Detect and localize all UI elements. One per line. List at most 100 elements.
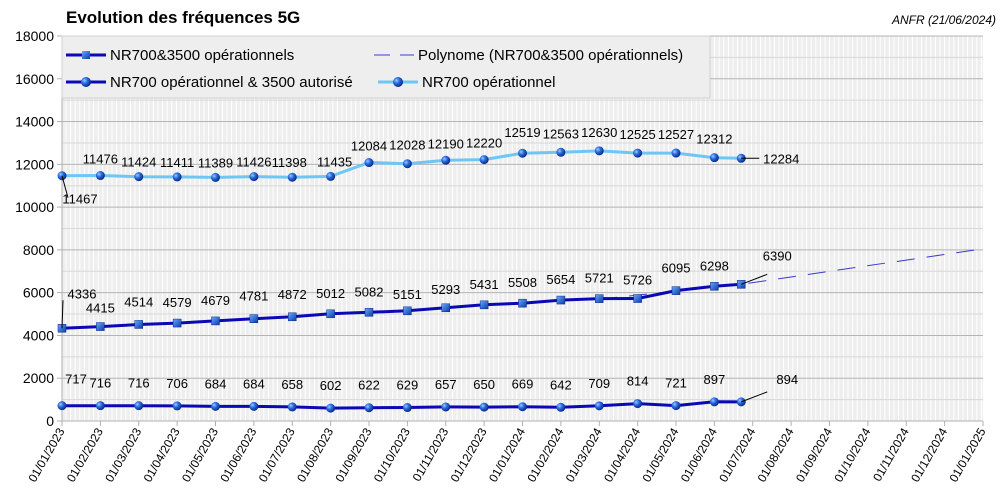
data-label: 5726 <box>623 273 652 288</box>
legend-item: NR700 opérationnel <box>378 74 555 91</box>
y-tick-label: 8000 <box>23 242 54 258</box>
data-point <box>479 402 489 412</box>
data-point <box>134 320 143 329</box>
data-point <box>211 316 220 326</box>
data-label: 716 <box>90 376 112 391</box>
data-point <box>518 148 527 158</box>
data-point <box>594 146 604 156</box>
data-label: 4336 <box>68 286 97 301</box>
legend-label: NR700&3500 opérationnels <box>110 47 294 64</box>
data-point <box>364 158 374 168</box>
data-label: 5293 <box>431 282 460 297</box>
data-label: 5654 <box>546 272 575 287</box>
data-label: 5082 <box>355 284 384 299</box>
data-label: 5721 <box>585 271 614 286</box>
data-point <box>287 172 297 182</box>
chart-title: Evolution des fréquences 5G <box>66 8 301 27</box>
x-tick-label: 01/07/2023 <box>256 425 298 484</box>
label-leader-line <box>61 175 69 198</box>
data-point <box>288 312 297 322</box>
x-tick-label: 01/12/2023 <box>448 425 490 484</box>
data-label: 709 <box>588 376 610 391</box>
label-leader-line <box>741 391 768 403</box>
data-point <box>633 148 643 158</box>
data-point <box>671 286 681 295</box>
y-tick-label: 6000 <box>23 285 54 301</box>
data-label: 11435 <box>317 154 352 169</box>
data-point <box>211 401 220 411</box>
data-point <box>249 172 259 182</box>
data-label: 4514 <box>124 294 153 309</box>
data-point <box>479 300 489 310</box>
y-tick-label: 0 <box>46 413 54 429</box>
x-tick-label: 01/02/2023 <box>64 425 106 484</box>
data-point <box>594 401 604 411</box>
data-label: 684 <box>243 376 265 391</box>
data-label: 11389 <box>198 155 233 170</box>
data-point <box>96 322 105 331</box>
data-label: 602 <box>320 378 342 393</box>
data-point <box>211 172 220 182</box>
data-label: 622 <box>358 378 380 393</box>
data-point <box>633 294 642 303</box>
data-label: 897 <box>704 372 726 387</box>
data-point <box>403 306 412 316</box>
legend-item: Polynome (NR700&3500 opérationnels) <box>374 47 683 64</box>
legend-marker-sphere-icon <box>393 77 403 87</box>
data-label: 658 <box>281 377 303 392</box>
data-label: 706 <box>166 376 188 391</box>
data-label: 5012 <box>316 286 345 301</box>
legend: NR700&3500 opérationnels Polynome (NR700&… <box>61 35 711 99</box>
data-label: 716 <box>128 376 150 391</box>
x-tick-label: 01/10/2024 <box>831 425 873 484</box>
y-tick-label: 4000 <box>23 327 54 343</box>
data-label: 11398 <box>272 155 307 170</box>
data-label: 650 <box>473 377 495 392</box>
x-tick-label: 01/06/2024 <box>678 425 720 484</box>
x-tick-label: 01/04/2023 <box>141 425 183 484</box>
data-point <box>95 401 105 411</box>
data-point <box>518 298 527 308</box>
data-point <box>402 159 412 169</box>
data-label: 4872 <box>278 287 307 302</box>
data-point <box>326 309 335 319</box>
data-point <box>172 172 182 182</box>
data-point <box>134 172 144 182</box>
data-label: 814 <box>627 374 649 389</box>
data-label: 6298 <box>700 258 729 273</box>
data-point <box>364 308 374 317</box>
data-label: 11476 <box>83 152 118 167</box>
data-label: 12525 <box>620 127 656 142</box>
data-label: 657 <box>435 377 457 392</box>
data-point <box>671 401 681 411</box>
legend-label: NR700 opérationnel <box>422 74 555 91</box>
y-tick-label: 14000 <box>15 114 54 130</box>
series-group: 11467 11476 11424 11411 11389 11426 11398 11435… <box>57 125 984 413</box>
x-tick-label: 01/05/2024 <box>639 425 681 484</box>
x-tick-label: 01/04/2024 <box>601 425 643 484</box>
data-point <box>364 403 374 413</box>
data-point <box>518 402 527 412</box>
data-label: 11426 <box>236 155 271 170</box>
y-tick-label: 2000 <box>23 370 54 386</box>
x-tick-label: 01/03/2024 <box>563 425 605 484</box>
data-label: 11424 <box>121 155 156 170</box>
x-tick-label: 01/01/2023 <box>25 425 67 484</box>
source-note: ANFR (21/06/2024) <box>891 13 996 27</box>
x-tick-label: 01/12/2024 <box>908 425 950 484</box>
x-tick-label: 01/03/2023 <box>102 425 144 484</box>
data-label: 12220 <box>466 136 502 151</box>
data-point <box>134 401 144 411</box>
data-point <box>441 303 450 313</box>
data-label: 4781 <box>239 289 268 304</box>
y-tick-label: 18000 <box>15 28 54 44</box>
data-label: 12028 <box>389 138 425 153</box>
data-label: 629 <box>397 378 419 393</box>
label-leader-line <box>61 300 64 329</box>
data-label: 717 <box>65 372 87 387</box>
x-tick-label: 01/07/2024 <box>716 425 758 484</box>
data-label: 642 <box>550 377 572 392</box>
data-label: 669 <box>512 377 534 392</box>
y-axis-ticks: 0 2000 4000 6000 8000 10000 12000 14000 16000 180… <box>15 28 62 429</box>
y-tick-label: 16000 <box>15 71 54 87</box>
